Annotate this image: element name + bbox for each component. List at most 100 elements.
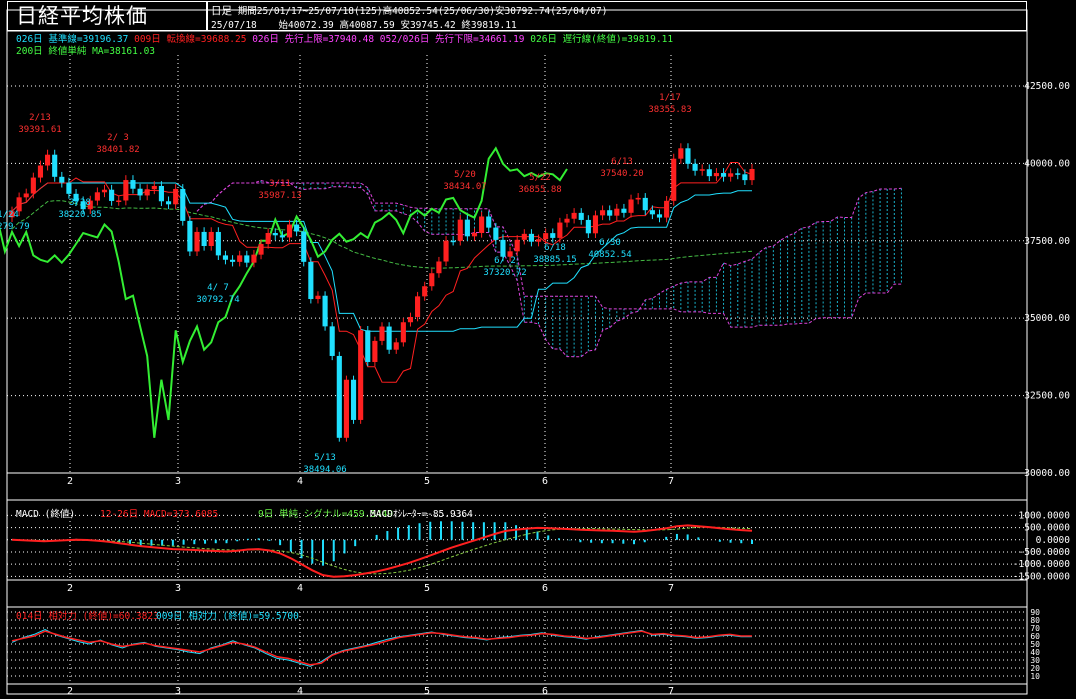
senkou-a-label: 026日 先行上限=37940.48: [252, 34, 375, 45]
candle-body: [749, 168, 755, 181]
rsi9-line: [11, 629, 752, 667]
annotation-value: 37320.72: [483, 268, 526, 278]
annotation-value: 35987.13: [258, 191, 301, 201]
candle-body: [671, 158, 677, 201]
candle-body: [187, 220, 193, 252]
rsi9-label: 009日 相対力 (終値)=59.5700: [156, 611, 299, 622]
candle-body: [621, 208, 627, 213]
candle-body: [664, 200, 670, 218]
annotation-value: 38401.82: [96, 145, 139, 155]
candle-body: [301, 231, 307, 262]
candle-body: [165, 201, 172, 205]
macd-y-tick-label: -1500.0000: [1013, 571, 1070, 582]
candle-body: [350, 379, 357, 420]
annotation-label: 3/28: [69, 198, 91, 208]
period-label: 日足: [211, 5, 232, 17]
candle-body: [407, 316, 414, 323]
macd-y-tick-label: -500.0000: [1019, 547, 1071, 558]
candle-body: [66, 182, 72, 194]
rsi-y-tick-label: 10: [1030, 672, 1040, 681]
x-tick-label: 7: [668, 686, 674, 697]
candle-body: [251, 254, 257, 263]
macd-y-tick-label: 1000.0000: [1019, 510, 1071, 521]
rsi-y-tick-label: 40: [1030, 648, 1040, 657]
annotation-value: 40852.54: [588, 250, 631, 260]
x-tick-label: 5: [424, 686, 430, 697]
candle-body: [642, 197, 648, 211]
annotation-label: 4/ 7: [207, 283, 229, 293]
candle-body: [614, 208, 620, 216]
candle-body: [635, 197, 641, 200]
annotation-label: 1/17: [659, 93, 681, 103]
annotation-value: 38434.07: [443, 182, 486, 192]
chikou-line: [0, 146, 568, 438]
x-tick-label: 2: [67, 686, 73, 697]
annotation-label: 6/18: [544, 243, 566, 253]
candle-body: [123, 180, 129, 201]
annotation-label: 2/ 3: [107, 133, 129, 143]
candle-body: [144, 189, 150, 196]
last-date: 25/07/18: [211, 20, 257, 31]
candle-body: [656, 214, 663, 218]
candle-body: [294, 224, 300, 232]
candle-body: [720, 173, 727, 177]
macd-label: 12-26日 MACD=373.6085: [100, 509, 219, 520]
candle-body: [429, 273, 435, 287]
macd-y-tick-label: -1000.0000: [1013, 559, 1070, 570]
candle-body: [151, 185, 157, 190]
candle-body: [585, 219, 591, 234]
y-tick-label: 35000.00: [1024, 313, 1070, 324]
candle-body: [685, 148, 691, 164]
annotation-label: 5/22: [529, 173, 551, 183]
annotation-value: 39391.61: [18, 125, 61, 135]
candle-body: [649, 210, 655, 215]
candle-body: [443, 240, 449, 262]
senkou-b-label: 052/026日 先行下限=34661.19: [379, 34, 525, 45]
annotation-value: 38220.85: [58, 210, 101, 220]
candle-body: [372, 340, 378, 362]
signal-label: 9日 単純 シグナル=459.5449: [258, 509, 394, 520]
y-tick-label: 40000.00: [1024, 158, 1070, 169]
axis-band-1: [6, 579, 1028, 608]
candle-body: [286, 224, 293, 238]
candle-body: [471, 232, 478, 237]
tenkan-label: 009日 転換線=39688.25: [134, 34, 247, 45]
rsi-y-tick-label: 50: [1030, 640, 1040, 649]
tenkan-line: [11, 162, 753, 383]
candle-body: [713, 173, 719, 177]
ma200-line: [11, 200, 753, 269]
candle-body: [244, 255, 250, 263]
candle-body: [315, 295, 321, 300]
candle-body: [130, 180, 136, 189]
candle-body: [272, 233, 278, 236]
annotation-value: 40279.79: [0, 222, 30, 232]
macd-y-tick-label: 0.0000: [1036, 535, 1071, 546]
rsi14-label: 014日 相対力 (終値)=60.3823: [16, 611, 159, 622]
rsi-y-tick-label: 90: [1030, 608, 1040, 617]
axis-band-2: [6, 683, 1028, 695]
candle-body: [23, 193, 29, 198]
axis-band-0: [6, 472, 1028, 501]
candle-body: [258, 243, 264, 255]
candle-body: [237, 255, 243, 262]
y-tick-label: 30000.00: [1024, 468, 1070, 479]
last-ohlc: 始40072.39 高40087.59 安39745.42 終39819.11: [278, 20, 517, 31]
macd-y-tick-label: 500.0000: [1024, 523, 1070, 534]
candles: [9, 143, 755, 442]
candle-body: [265, 233, 271, 244]
annotation-label: 5/20: [454, 170, 476, 180]
candle-body: [109, 189, 115, 201]
candle-body: [692, 163, 698, 171]
candle-body: [600, 210, 606, 216]
annotation-label: 3/11: [269, 179, 291, 189]
x-tick-label: 2: [67, 476, 73, 487]
x-tick-label: 5: [424, 583, 430, 594]
x-tick-label: 4: [297, 476, 303, 487]
annotation-value: 37540.20: [600, 169, 643, 179]
candle-body: [158, 185, 164, 202]
candle-body: [101, 189, 108, 193]
candle-body: [728, 173, 734, 177]
rsi-y-tick-label: 70: [1030, 624, 1040, 633]
rsi-y-tick-label: 30: [1030, 656, 1040, 665]
